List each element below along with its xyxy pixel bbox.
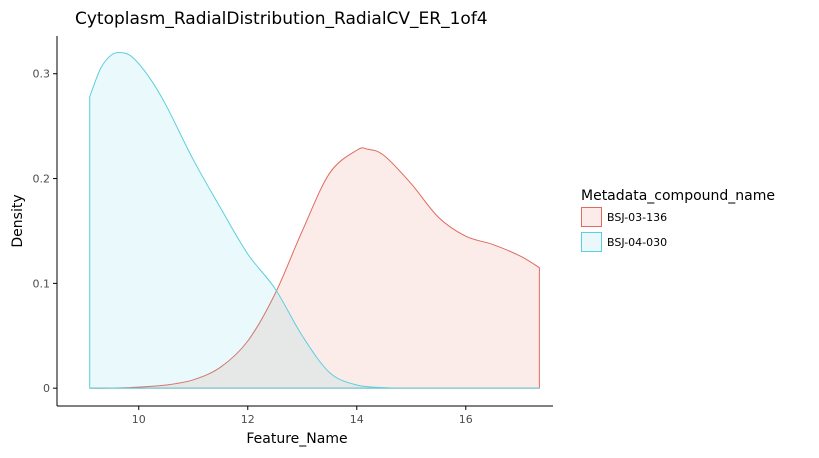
density-area-1 <box>89 147 540 389</box>
legend-swatch <box>581 232 602 252</box>
x-ticks: 10 12 14 16 <box>132 406 473 426</box>
y-tick-label: 0.2 <box>33 173 51 186</box>
legend: Metadata_compound_name BSJ-03-136 BSJ-04-… <box>581 188 775 252</box>
legend-swatch <box>581 207 602 227</box>
x-tick-label: 14 <box>350 413 364 426</box>
legend-label: BSJ-04-030 <box>607 236 667 249</box>
legend-title: Metadata_compound_name <box>581 188 775 204</box>
legend-items: BSJ-03-136 BSJ-04-030 <box>581 207 667 252</box>
y-tick-label: 0.1 <box>33 277 51 290</box>
y-ticks: 0 0.1 0.2 0.3 <box>33 68 57 395</box>
y-tick-label: 0.3 <box>33 68 51 81</box>
y-tick-label: 0 <box>43 382 50 395</box>
legend-label: BSJ-03-136 <box>607 211 667 224</box>
x-axis-title: Feature_Name <box>246 431 347 447</box>
plot-series <box>89 52 540 389</box>
density-area-2 <box>89 52 540 389</box>
x-tick-label: 12 <box>241 413 255 426</box>
chart-title: Cytoplasm_RadialDistribution_RadialCV_ER… <box>75 9 488 29</box>
x-tick-label: 10 <box>132 413 146 426</box>
y-axis-title: Density <box>10 194 26 247</box>
x-tick-label: 16 <box>459 413 473 426</box>
